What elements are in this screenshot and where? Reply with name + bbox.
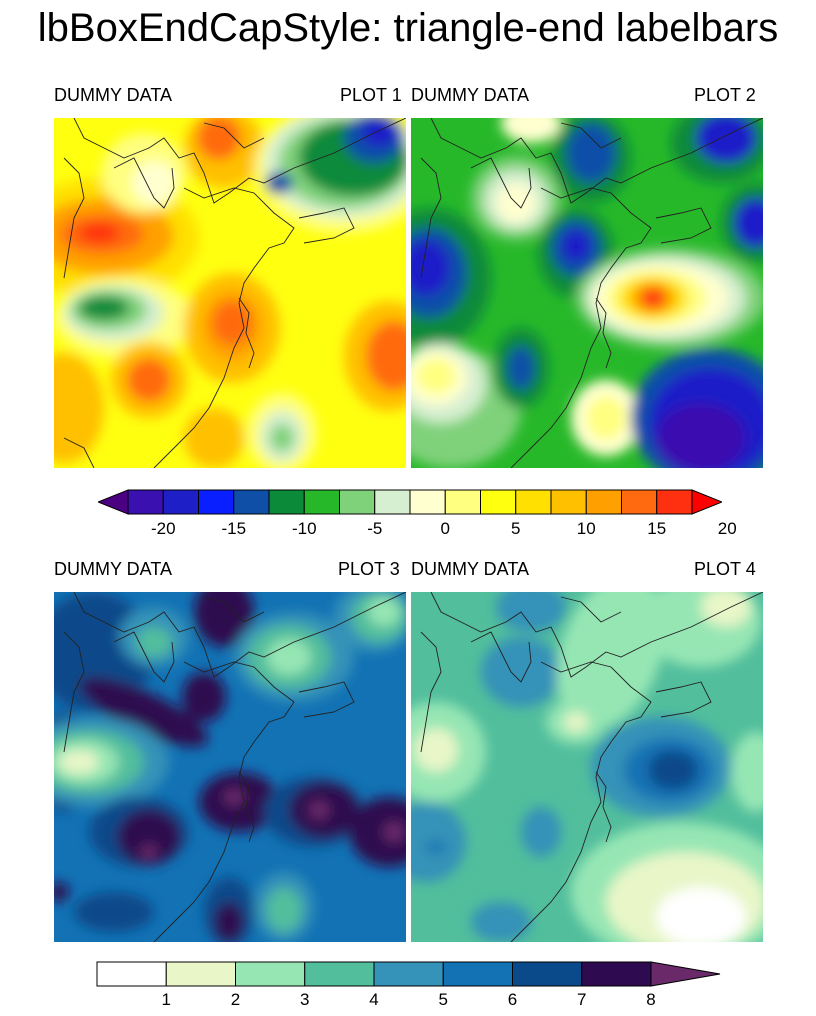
colorbar-bottom-box bbox=[442, 961, 513, 987]
colorbar-bottom-box bbox=[304, 961, 375, 987]
colorbar-top-tick-label: 5 bbox=[511, 519, 521, 538]
plot-3-map bbox=[54, 592, 406, 942]
colorbar-top-box bbox=[621, 489, 658, 515]
colorbar-bottom-tick-label: 8 bbox=[646, 990, 656, 1009]
colorbar-top-tick-label: 10 bbox=[576, 519, 596, 538]
colorbar-top-box bbox=[374, 489, 411, 515]
colorbar-top-box bbox=[303, 489, 340, 515]
colorbar-bottom-tick-label: 7 bbox=[577, 990, 587, 1009]
colorbar-top-tick-label: -10 bbox=[291, 519, 317, 538]
colorbar-bottom-box bbox=[512, 961, 583, 987]
plot-4-map bbox=[411, 592, 763, 942]
colorbar-bottom-tick-label: 1 bbox=[161, 990, 171, 1009]
colorbar-top-box bbox=[515, 489, 552, 515]
colorbar-top-box bbox=[198, 489, 235, 515]
colorbar-top bbox=[98, 489, 722, 515]
colorbar-bottom-tick-label: 3 bbox=[300, 990, 310, 1009]
colorbar-top-box bbox=[339, 489, 376, 515]
colorbar-top-box bbox=[550, 489, 587, 515]
colorbar-bottom bbox=[96, 961, 721, 987]
colorbar-bottom-box bbox=[96, 961, 167, 987]
colorbar-top-box bbox=[480, 489, 517, 515]
colorbar-bottom-right-cap bbox=[650, 961, 721, 987]
plot4-right-label: PLOT 4 bbox=[694, 559, 756, 579]
plot1-right-label: PLOT 1 bbox=[340, 85, 402, 105]
colorbar-top-tick-label: 20 bbox=[717, 519, 737, 538]
colorbar-top-box bbox=[656, 489, 693, 515]
colorbar-top-left-cap bbox=[98, 489, 129, 515]
colorbar-top-tick-label: -20 bbox=[150, 519, 176, 538]
colorbar-top-box bbox=[233, 489, 270, 515]
colorbar-top-box bbox=[409, 489, 446, 515]
plot2-left-label: DUMMY DATA bbox=[411, 85, 530, 105]
colorbar-bottom-tick-label: 6 bbox=[507, 990, 518, 1009]
plot3-right-label: PLOT 3 bbox=[338, 559, 400, 579]
plot-2-map bbox=[411, 118, 763, 468]
colorbar-bottom-box bbox=[373, 961, 444, 987]
plot-1-map bbox=[54, 118, 406, 468]
page-title: lbBoxEndCapStyle: triangle-end labelbars bbox=[37, 6, 779, 50]
colorbar-top-right-cap bbox=[691, 489, 722, 515]
colorbar-top-box bbox=[162, 489, 199, 515]
plot4-left-label: DUMMY DATA bbox=[411, 559, 530, 579]
plot1-left-label: DUMMY DATA bbox=[54, 85, 173, 105]
colorbar-top-tick-label: -15 bbox=[221, 519, 247, 538]
colorbar-top-box bbox=[585, 489, 622, 515]
colorbar-bottom-tick-label: 5 bbox=[438, 990, 448, 1009]
colorbar-top-tick-label: 15 bbox=[647, 519, 667, 538]
colorbar-bottom-tick-label: 4 bbox=[369, 990, 379, 1009]
colorbar-top-box bbox=[268, 489, 305, 515]
plot2-right-label: PLOT 2 bbox=[694, 85, 756, 105]
colorbar-bottom-box bbox=[581, 961, 652, 987]
colorbar-top-box bbox=[444, 489, 481, 515]
colorbar-bottom-box bbox=[165, 961, 236, 987]
colorbar-bottom-tick-label: 2 bbox=[230, 990, 241, 1009]
plot3-left-label: DUMMY DATA bbox=[54, 559, 173, 579]
colorbar-top-box bbox=[127, 489, 164, 515]
colorbar-top-tick-label: 0 bbox=[440, 519, 450, 538]
colorbar-bottom-box bbox=[235, 961, 306, 987]
colorbar-top-tick-label: -5 bbox=[367, 519, 383, 538]
